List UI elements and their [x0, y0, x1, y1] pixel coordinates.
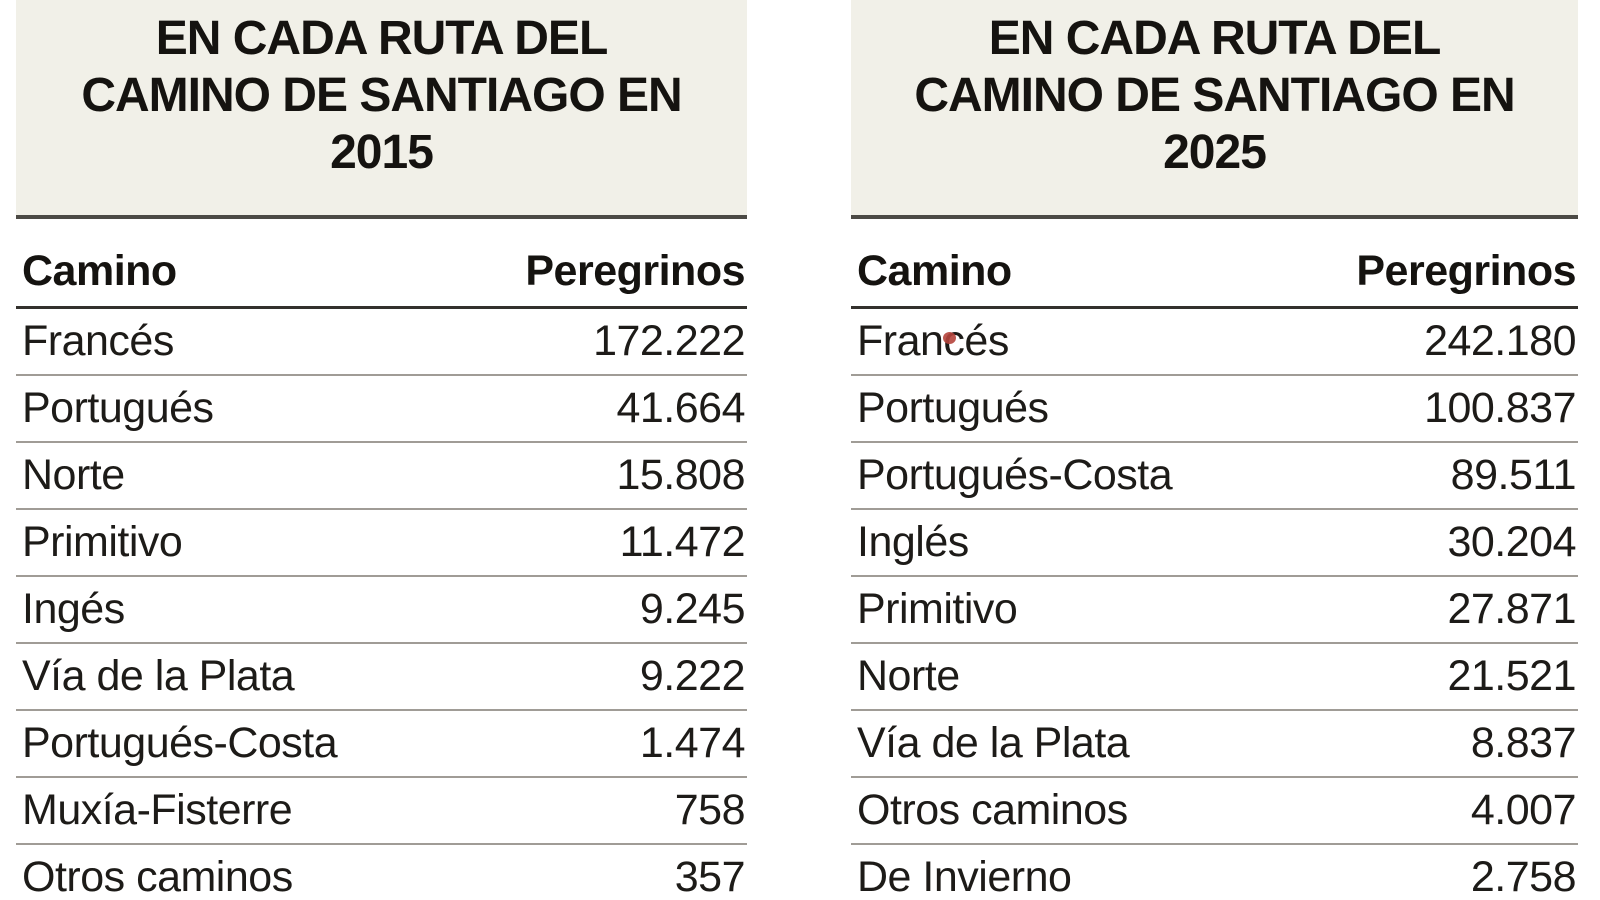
- pilgrim-count: 9.245: [639, 585, 746, 633]
- route-name: Portugués-Costa: [857, 451, 1173, 499]
- table-2015-title: EN CADA RUTA DEL CAMINO DE SANTIAGO EN 2…: [16, 0, 747, 219]
- route-name: Primitivo: [857, 585, 1018, 633]
- column-header-camino: Camino: [857, 247, 1012, 295]
- table-row: Portugués-Costa 89.511: [851, 443, 1578, 510]
- table-row: Vía de la Plata 9.222: [16, 644, 747, 711]
- route-name: Otros caminos: [857, 786, 1128, 834]
- table-2025-title: EN CADA RUTA DEL CAMINO DE SANTIAGO EN 2…: [851, 0, 1578, 219]
- route-name: Portugués: [22, 384, 214, 432]
- column-header-peregrinos: Peregrinos: [525, 247, 745, 295]
- table-row: Portugués-Costa 1.474: [16, 711, 747, 778]
- pilgrim-count: 2.758: [1470, 853, 1577, 900]
- pilgrim-count: 100.837: [1424, 384, 1576, 432]
- table-row: Inglés 30.204: [851, 510, 1578, 577]
- route-name: Muxía-Fisterre: [22, 786, 293, 834]
- table-row: Portugués 100.837: [851, 376, 1578, 443]
- route-name: Francés: [22, 317, 174, 365]
- pilgrim-count: 357: [674, 853, 746, 900]
- pilgrim-count: 9.222: [639, 652, 746, 700]
- table-row: Francés 172.222: [16, 309, 747, 376]
- pilgrim-count: 30.204: [1447, 518, 1576, 566]
- table-row: Portugués 41.664: [16, 376, 747, 443]
- route-name: Inglés: [857, 518, 969, 566]
- pilgrim-count: 242.180: [1424, 317, 1576, 365]
- table-row: Norte 15.808: [16, 443, 747, 510]
- pilgrim-count: 27.871: [1447, 585, 1576, 633]
- pilgrim-count: 172.222: [593, 317, 745, 365]
- route-name: Norte: [857, 652, 960, 700]
- pilgrim-count: 41.664: [616, 384, 745, 432]
- table-row: Vía de la Plata 8.837: [851, 711, 1578, 778]
- route-name: De Invierno: [857, 853, 1072, 900]
- title-line: CAMINO DE SANTIAGO EN: [914, 69, 1515, 122]
- pilgrim-count: 21.521: [1447, 652, 1576, 700]
- pilgrim-count: 4.007: [1470, 786, 1577, 834]
- column-headers-2015: Camino Peregrinos: [16, 247, 747, 309]
- title-line: EN CADA RUTA DEL: [988, 12, 1442, 65]
- route-name: Francés: [857, 317, 1009, 365]
- pilgrim-count: 11.472: [619, 518, 746, 566]
- table-row: Norte 21.521: [851, 644, 1578, 711]
- table-2025: EN CADA RUTA DEL CAMINO DE SANTIAGO EN 2…: [851, 0, 1578, 900]
- route-name: Norte: [22, 451, 125, 499]
- table-2015: EN CADA RUTA DEL CAMINO DE SANTIAGO EN 2…: [16, 0, 747, 900]
- title-line-year: 2015: [330, 126, 434, 179]
- title-line: EN CADA RUTA DEL: [155, 12, 609, 65]
- route-name: Portugués: [857, 384, 1049, 432]
- table-row: Otros caminos 4.007: [851, 778, 1578, 845]
- table-2025-rows: Francés 242.180 Portugués 100.837 Portug…: [851, 309, 1578, 900]
- pilgrim-count: 89.511: [1450, 451, 1577, 499]
- route-name: Vía de la Plata: [857, 719, 1130, 767]
- route-name: Primitivo: [22, 518, 183, 566]
- route-name: Ingés: [22, 585, 125, 633]
- title-line: CAMINO DE SANTIAGO EN: [81, 69, 682, 122]
- table-row: Primitivo 27.871: [851, 577, 1578, 644]
- pilgrim-count: 758: [674, 786, 746, 834]
- pilgrim-count: 15.808: [616, 451, 745, 499]
- table-row: Otros caminos 357: [16, 845, 747, 900]
- route-name: Otros caminos: [22, 853, 293, 900]
- table-row: Ingés 9.245: [16, 577, 747, 644]
- route-name: Vía de la Plata: [22, 652, 295, 700]
- route-name: Portugués-Costa: [22, 719, 338, 767]
- pilgrim-count: 8.837: [1470, 719, 1577, 767]
- table-row: Primitivo 11.472: [16, 510, 747, 577]
- red-dot-marker: [943, 332, 956, 344]
- column-header-camino: Camino: [22, 247, 177, 295]
- column-header-peregrinos: Peregrinos: [1356, 247, 1576, 295]
- table-2015-rows: Francés 172.222 Portugués 41.664 Norte 1…: [16, 309, 747, 900]
- table-row: Francés 242.180: [851, 309, 1578, 376]
- title-line-year: 2025: [1163, 126, 1267, 179]
- column-headers-2025: Camino Peregrinos: [851, 247, 1578, 309]
- pilgrim-count: 1.474: [639, 719, 746, 767]
- table-row: Muxía-Fisterre 758: [16, 778, 747, 845]
- table-row: De Invierno 2.758: [851, 845, 1578, 900]
